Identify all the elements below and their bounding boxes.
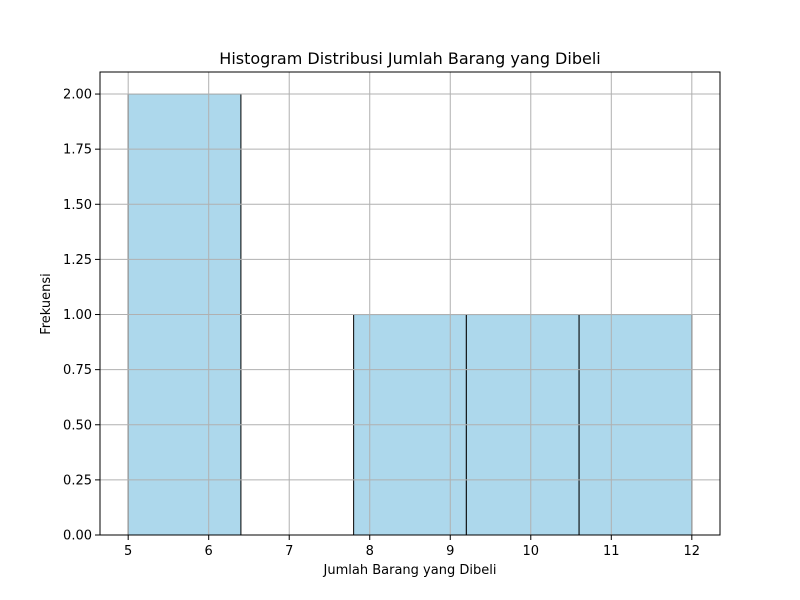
- y-tick-label-3: 0.75: [63, 363, 92, 378]
- x-tick-label-2: 7: [285, 544, 293, 559]
- x-axis-label: Jumlah Barang yang Dibeli: [323, 563, 497, 578]
- y-tick-label-2: 0.50: [63, 418, 92, 433]
- y-tick-label-8: 2.00: [63, 88, 92, 103]
- x-tick-label-5: 10: [523, 544, 540, 559]
- y-tick-label-4: 1.00: [63, 308, 92, 323]
- y-ticks: 0.00 0.25 0.50 0.75 1.00 1.25 1.50 1.75 2.00: [63, 88, 100, 544]
- x-ticks: 5 6 7 8 9 10 11 12: [124, 535, 700, 559]
- x-tick-label-3: 8: [366, 544, 374, 559]
- y-tick-label-5: 1.25: [63, 253, 92, 268]
- y-tick-label-7: 1.75: [63, 143, 92, 158]
- chart-title: Histogram Distribusi Jumlah Barang yang …: [219, 49, 600, 68]
- x-tick-label-4: 9: [446, 544, 454, 559]
- x-tick-label-1: 6: [205, 544, 213, 559]
- y-tick-label-6: 1.50: [63, 198, 92, 213]
- y-tick-label-1: 0.25: [63, 473, 92, 488]
- plot-frame: [99, 71, 721, 536]
- y-tick-label-0: 0.00: [63, 529, 92, 544]
- x-tick-label-6: 11: [603, 544, 620, 559]
- x-tick-label-0: 5: [124, 544, 132, 559]
- y-axis-label: Frekuensi: [39, 273, 54, 335]
- x-tick-label-7: 12: [684, 544, 701, 559]
